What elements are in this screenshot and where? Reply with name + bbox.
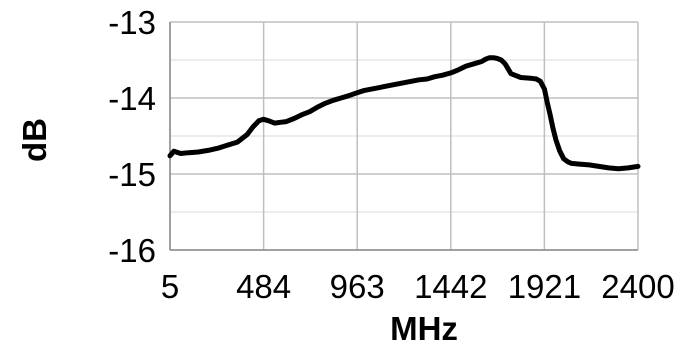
x-tick-label: 1921 <box>508 268 581 305</box>
series-layer <box>170 58 638 169</box>
x-tick-label: 2400 <box>601 268 674 305</box>
x-axis-title: MHz <box>390 310 458 347</box>
y-axis-title: dB <box>16 118 53 162</box>
y-tick-label: -13 <box>108 4 156 41</box>
y-tick-label: -16 <box>108 232 156 269</box>
x-tick-label: 5 <box>161 268 179 305</box>
y-tick-label: -14 <box>108 80 156 117</box>
x-tick-label: 484 <box>236 268 291 305</box>
x-tick-labels: 5 484 963 1442 1921 2400 <box>161 268 675 305</box>
x-tick-label: 1442 <box>414 268 487 305</box>
series-line-1 <box>170 58 638 169</box>
x-tick-label: 963 <box>330 268 385 305</box>
y-tick-labels: -13 -14 -15 -16 <box>108 4 156 269</box>
y-tick-label: -15 <box>108 156 156 193</box>
gridlines <box>170 22 638 250</box>
